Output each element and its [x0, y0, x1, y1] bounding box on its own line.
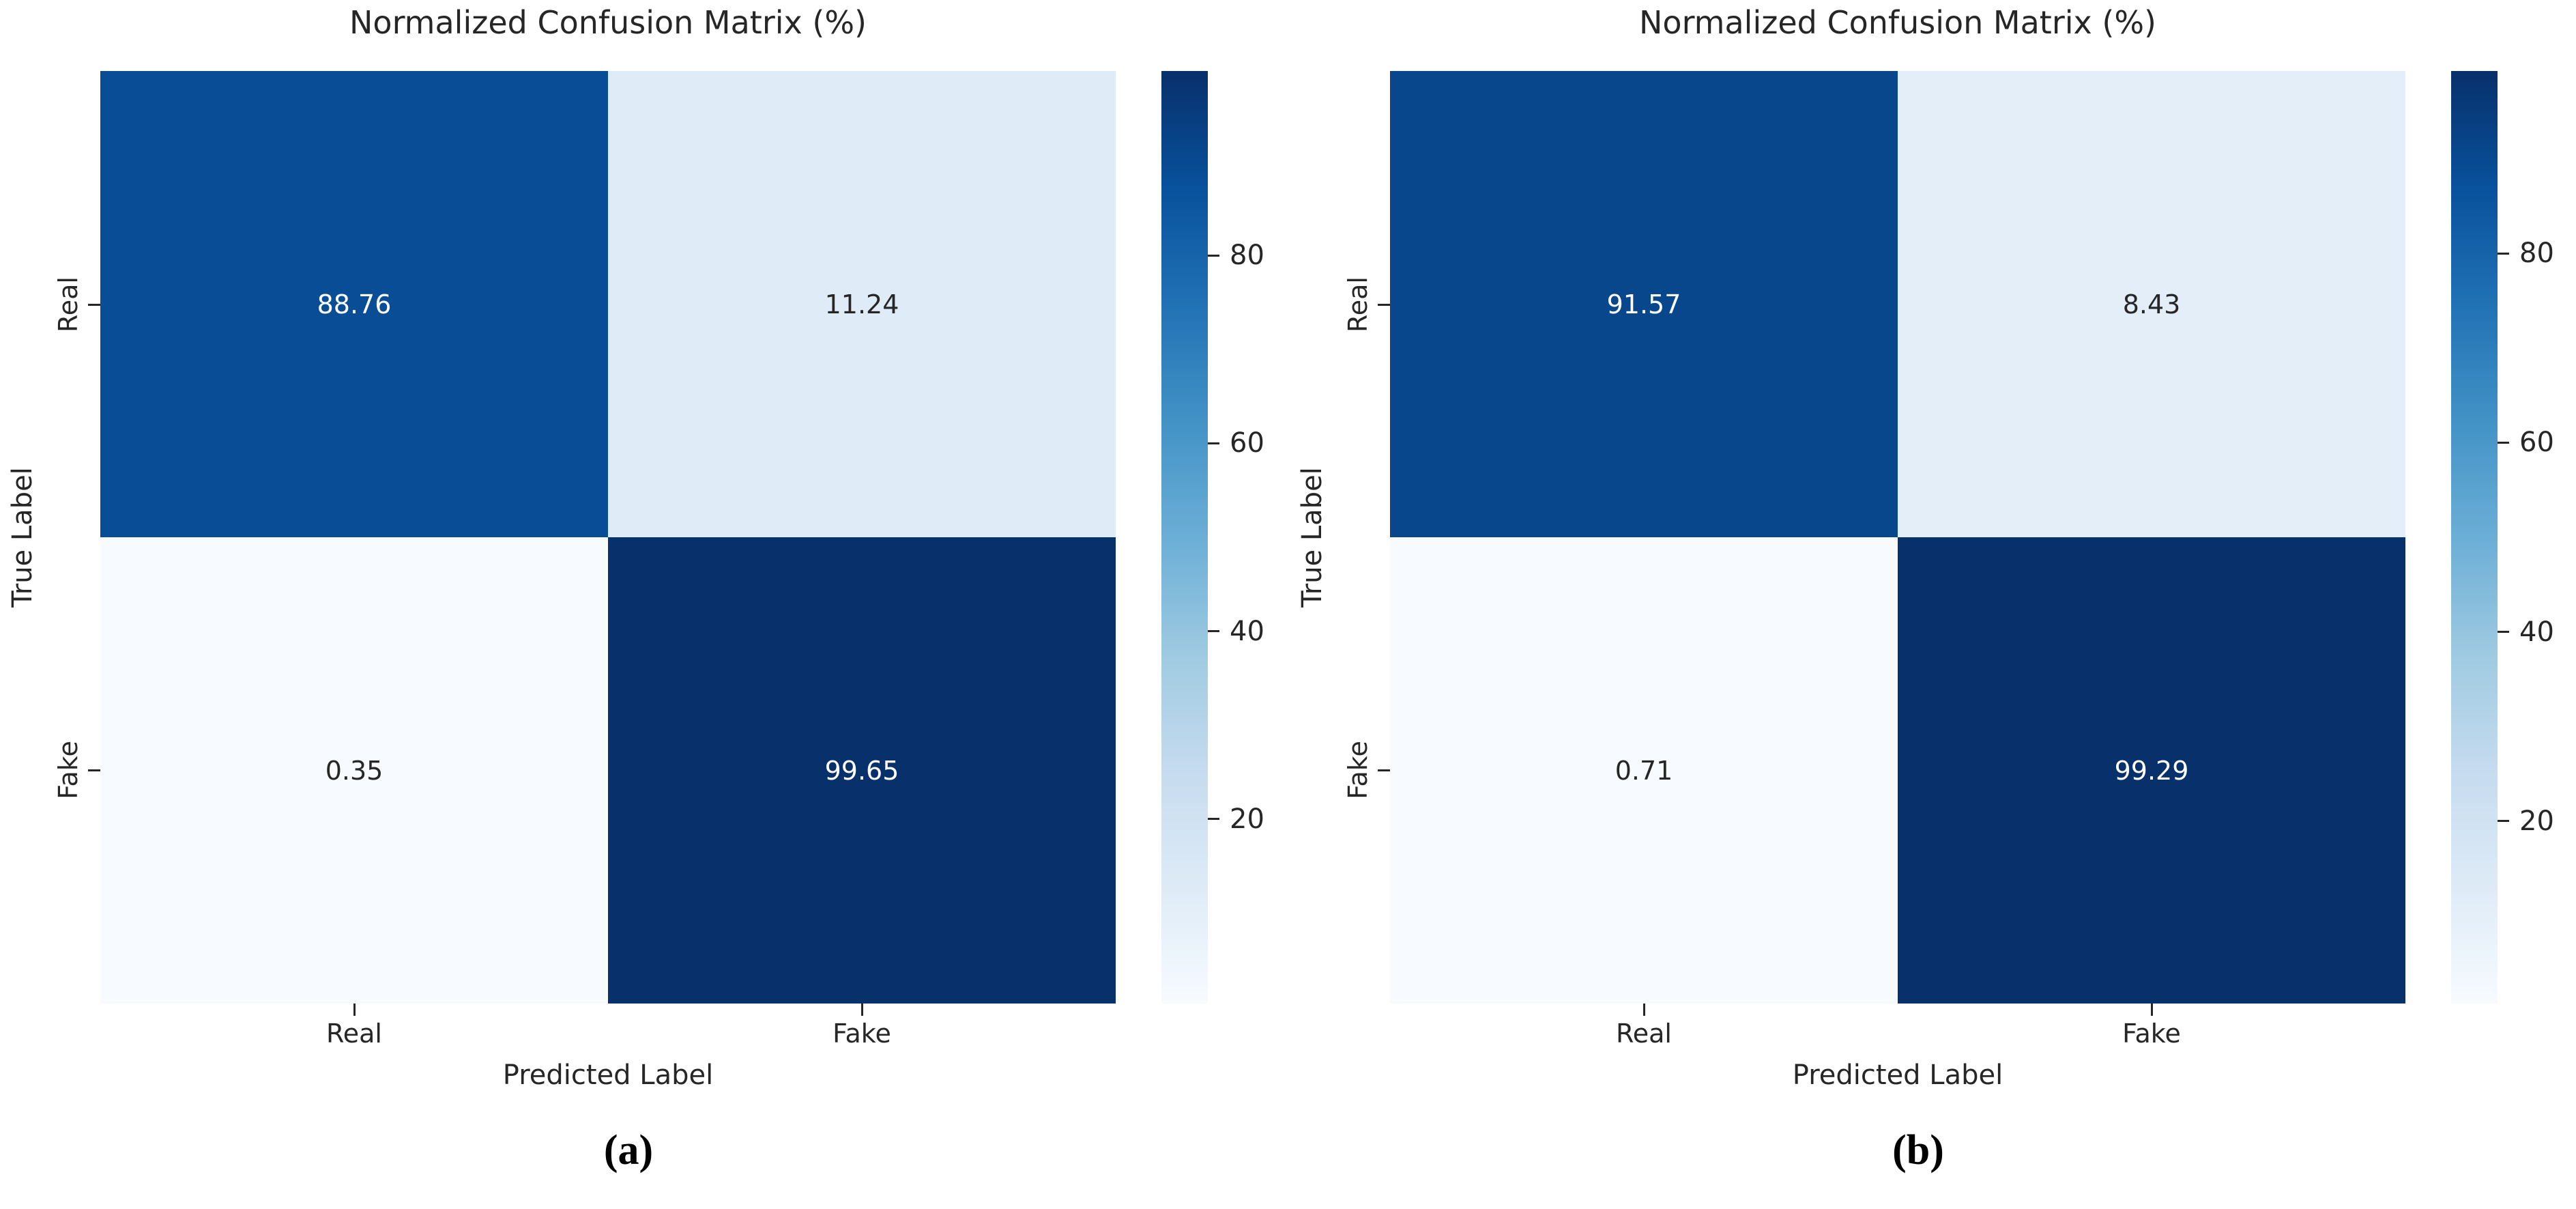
colorbar-tick-label: 40: [1230, 615, 1264, 647]
x-tick-mark: [2151, 1004, 2153, 1016]
colorbar-tick-label: 20: [1230, 803, 1264, 835]
cell-value: 8.43: [2122, 289, 2181, 319]
cell-value: 99.65: [824, 755, 899, 786]
colorbar-tick-label: 80: [2519, 238, 2554, 270]
x-tick-label: Fake: [833, 1019, 891, 1049]
y-tick-mark: [1378, 304, 1390, 306]
colorbar-tick-mark: [2498, 441, 2509, 444]
panel-a: Normalized Confusion Matrix (%) 88.76 11…: [0, 0, 1286, 1209]
y-tick-label: Fake: [53, 741, 83, 799]
colorbar-tick-mark: [2498, 820, 2509, 823]
x-axis-label: Predicted Label: [1792, 1059, 2003, 1091]
colorbar-tick-mark: [1208, 630, 1219, 633]
y-tick-label: Real: [53, 276, 83, 332]
colorbar-tick-label: 60: [2519, 427, 2554, 459]
y-axis-label: True Label: [1297, 467, 1328, 608]
cell-value: 11.24: [824, 289, 899, 319]
y-axis-label: True Label: [7, 467, 38, 608]
confusion-matrix-heatmap: 91.57 8.43 0.71 99.29: [1390, 71, 2405, 1004]
colorbar-tick-mark: [1208, 254, 1219, 257]
y-tick-mark: [1378, 769, 1390, 771]
subfigure-caption: (b): [1892, 1127, 1944, 1174]
colorbar-tick-label: 20: [2519, 805, 2554, 837]
matrix-cell-true-real-pred-real: 91.57: [1390, 71, 1898, 537]
subfigure-caption: (a): [603, 1127, 654, 1174]
colorbar: [1161, 71, 1208, 1004]
x-axis-label: Predicted Label: [502, 1059, 714, 1091]
cell-value: 91.57: [1606, 289, 1681, 319]
colorbar-tick-mark: [1208, 818, 1219, 821]
cell-value: 0.71: [1615, 755, 1673, 786]
chart-title: Normalized Confusion Matrix (%): [349, 4, 867, 41]
colorbar: [2451, 71, 2498, 1004]
matrix-cell-true-fake-pred-real: 0.35: [100, 537, 608, 1004]
matrix-cell-true-fake-pred-real: 0.71: [1390, 537, 1898, 1004]
y-tick-mark: [88, 304, 100, 306]
matrix-cell-true-real-pred-fake: 11.24: [608, 71, 1116, 537]
matrix-cell-true-fake-pred-fake: 99.29: [1898, 537, 2405, 1004]
x-tick-label: Real: [326, 1019, 382, 1049]
colorbar-tick-mark: [2498, 631, 2509, 634]
cell-value: 0.35: [325, 755, 383, 786]
chart-title: Normalized Confusion Matrix (%): [1639, 4, 2156, 41]
cell-value: 88.76: [317, 289, 392, 319]
x-tick-mark: [1643, 1004, 1645, 1016]
confusion-matrix-heatmap: 88.76 11.24 0.35 99.65: [100, 71, 1116, 1004]
y-tick-label: Real: [1343, 276, 1373, 332]
x-tick-mark: [861, 1004, 863, 1016]
colorbar-tick-label: 80: [1230, 240, 1264, 272]
cell-value: 99.29: [2114, 755, 2189, 786]
colorbar-tick-label: 40: [2519, 616, 2554, 648]
matrix-cell-true-real-pred-real: 88.76: [100, 71, 608, 537]
x-tick-label: Real: [1616, 1019, 1672, 1049]
colorbar-tick-label: 60: [1230, 427, 1264, 459]
panel-b: Normalized Confusion Matrix (%) 91.57 8.…: [1290, 0, 2576, 1209]
colorbar-tick-mark: [2498, 252, 2509, 255]
matrix-cell-true-fake-pred-fake: 99.65: [608, 537, 1116, 1004]
colorbar-tick-mark: [1208, 442, 1219, 444]
matrix-cell-true-real-pred-fake: 8.43: [1898, 71, 2405, 537]
y-tick-mark: [88, 769, 100, 771]
x-tick-label: Fake: [2122, 1019, 2181, 1049]
x-tick-mark: [353, 1004, 356, 1016]
y-tick-label: Fake: [1343, 741, 1373, 799]
